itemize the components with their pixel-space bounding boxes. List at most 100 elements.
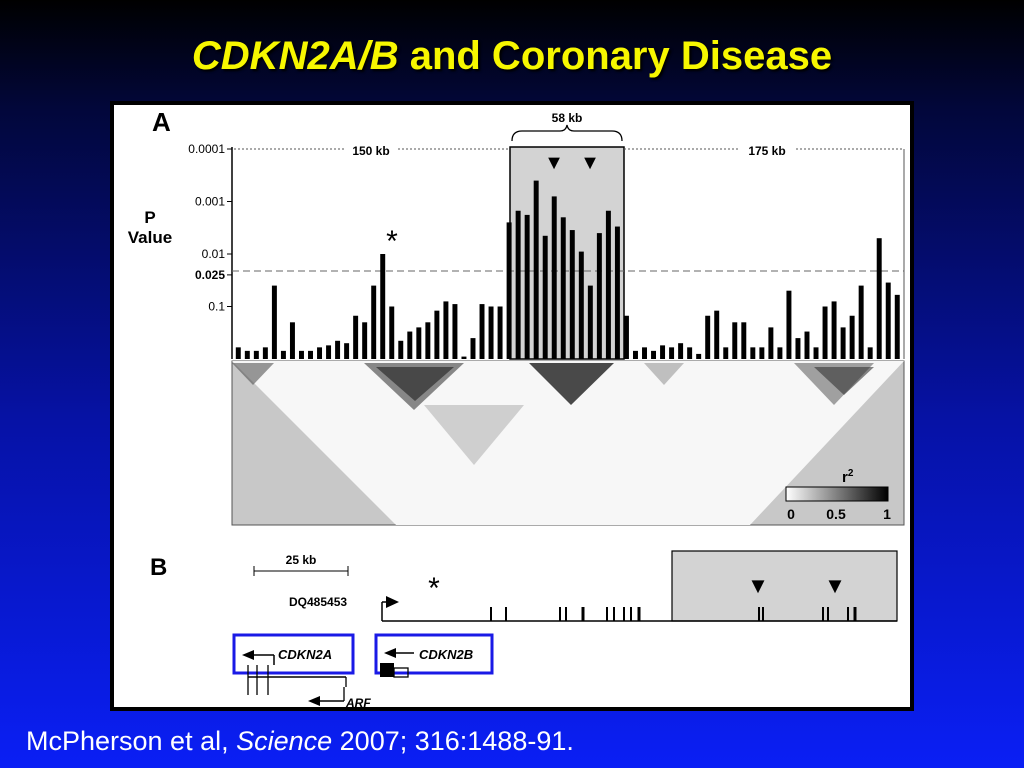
r2-tick-0: 0 <box>787 506 795 522</box>
p-value-bar <box>605 210 611 359</box>
p-value-bar <box>308 350 313 359</box>
p-value-bar <box>515 210 521 359</box>
y-label-p: P <box>144 208 155 227</box>
r2-gradient-bar <box>785 486 889 502</box>
citation-ref: 2007; 316:1488-91. <box>332 726 574 756</box>
region-right-bg <box>740 143 794 157</box>
figure-panel: A 150 kb 175 kb 58 kb P Value <box>114 105 910 707</box>
p-value-bar <box>271 285 277 359</box>
p-value-bar <box>894 294 900 359</box>
citation: McPherson et al, Science 2007; 316:1488-… <box>26 726 574 757</box>
cdkn2b-box <box>374 633 494 675</box>
cdkn2a-arrow-head <box>242 650 254 660</box>
p-value-bar <box>642 347 647 359</box>
p-value-bar <box>705 315 711 359</box>
y-tick-label: 0.1 <box>208 300 225 314</box>
p-value-bar <box>425 322 431 359</box>
p-value-bar <box>623 315 629 359</box>
ld-block-6 <box>644 363 684 385</box>
p-value-bar <box>416 327 422 359</box>
association-figure: A 150 kb 175 kb 58 kb P Value <box>128 107 905 707</box>
y-ticks: 0.0001 0.001 0.01 0.025 0.1 <box>188 142 232 314</box>
p-value-bar <box>389 306 395 359</box>
p-value-bar <box>253 350 259 359</box>
p-value-bar <box>452 304 458 359</box>
arf-arrow-head <box>308 696 320 706</box>
p-value-bar <box>777 347 783 359</box>
p-value-bar <box>443 301 449 359</box>
p-value-bar <box>524 214 530 359</box>
p-value-bar <box>795 338 801 359</box>
transcript-arrow-head <box>386 596 399 608</box>
region-brace <box>511 124 623 142</box>
p-value-bar <box>488 306 494 359</box>
p-value-bar <box>298 350 304 359</box>
p-value-bar <box>840 327 846 359</box>
p-value-bar <box>768 327 774 359</box>
p-value-bars <box>235 180 900 359</box>
arrowhead-a2: ▼ <box>580 152 600 174</box>
p-value-bar <box>804 331 810 359</box>
p-value-bar <box>614 226 620 359</box>
p-value-bar <box>380 254 386 359</box>
r2-tick-05: 0.5 <box>826 506 846 522</box>
ld-triangle <box>232 361 904 525</box>
p-value-bar <box>569 230 575 359</box>
title-rest: and Coronary Disease <box>398 34 833 78</box>
p-value-bar <box>244 350 250 359</box>
figure-static: A 150 kb 175 kb 58 kb P Value <box>128 107 905 707</box>
p-value-bar <box>470 338 476 359</box>
p-value-bar <box>578 251 584 359</box>
exons <box>490 607 857 621</box>
p-value-bar <box>533 180 539 359</box>
p-value-bar <box>398 340 404 359</box>
cdkn2b-exon-1 <box>380 663 394 677</box>
p-value-bar <box>542 235 548 359</box>
p-value-bar <box>831 301 837 359</box>
p-value-bar <box>596 233 602 359</box>
p-value-bar <box>326 345 332 359</box>
r2-legend-title: r2 <box>842 468 854 486</box>
p-value-bar <box>678 343 684 359</box>
p-value-bar <box>560 217 566 359</box>
y-tick-label: 0.01 <box>202 247 226 261</box>
p-value-bar <box>714 310 720 359</box>
p-value-bar <box>759 347 765 359</box>
cdkn2a-label: CDKN2A <box>278 647 332 662</box>
p-value-bar <box>353 315 359 359</box>
p-value-bar <box>280 350 286 359</box>
citation-authors: McPherson et al, <box>26 726 237 756</box>
arrowhead-a1: ▼ <box>544 152 564 174</box>
arf-label: ARF <box>345 696 371 707</box>
p-value-bar <box>876 238 882 359</box>
p-value-bar <box>741 322 747 359</box>
p-value-bar <box>587 285 593 359</box>
slide-title: CDKN2A/B and Coronary Disease <box>0 34 1024 79</box>
region-right-label: 175 kb <box>748 144 785 158</box>
ld-block-5 <box>232 363 274 385</box>
p-value-bar <box>750 347 756 359</box>
scale-bar-label: 25 kb <box>286 553 317 567</box>
ld-block-4-core <box>814 367 874 395</box>
p-value-bar <box>786 290 792 359</box>
y-tick-label: 0.0001 <box>188 142 225 156</box>
p-value-bar <box>371 285 377 359</box>
panel-b-label: B <box>150 554 167 581</box>
title-gene-name: CDKN2A/B <box>191 34 399 78</box>
p-value-bar <box>822 306 828 359</box>
region-marks: * ▼ ▼ <box>386 152 600 258</box>
p-value-bar <box>461 356 467 359</box>
p-value-bar <box>732 322 738 359</box>
p-value-bar <box>858 285 864 359</box>
p-value-bar <box>867 347 873 359</box>
p-value-bar <box>434 310 440 359</box>
asterisk-a: * <box>386 225 398 258</box>
p-value-bar <box>632 350 638 359</box>
asterisk-b: * <box>428 572 440 605</box>
p-value-bar <box>551 196 557 359</box>
p-value-bar <box>344 343 350 359</box>
p-value-bar <box>696 353 702 359</box>
p-value-bar <box>506 222 512 359</box>
p-value-bar <box>497 306 503 359</box>
p-value-bar <box>335 340 341 359</box>
